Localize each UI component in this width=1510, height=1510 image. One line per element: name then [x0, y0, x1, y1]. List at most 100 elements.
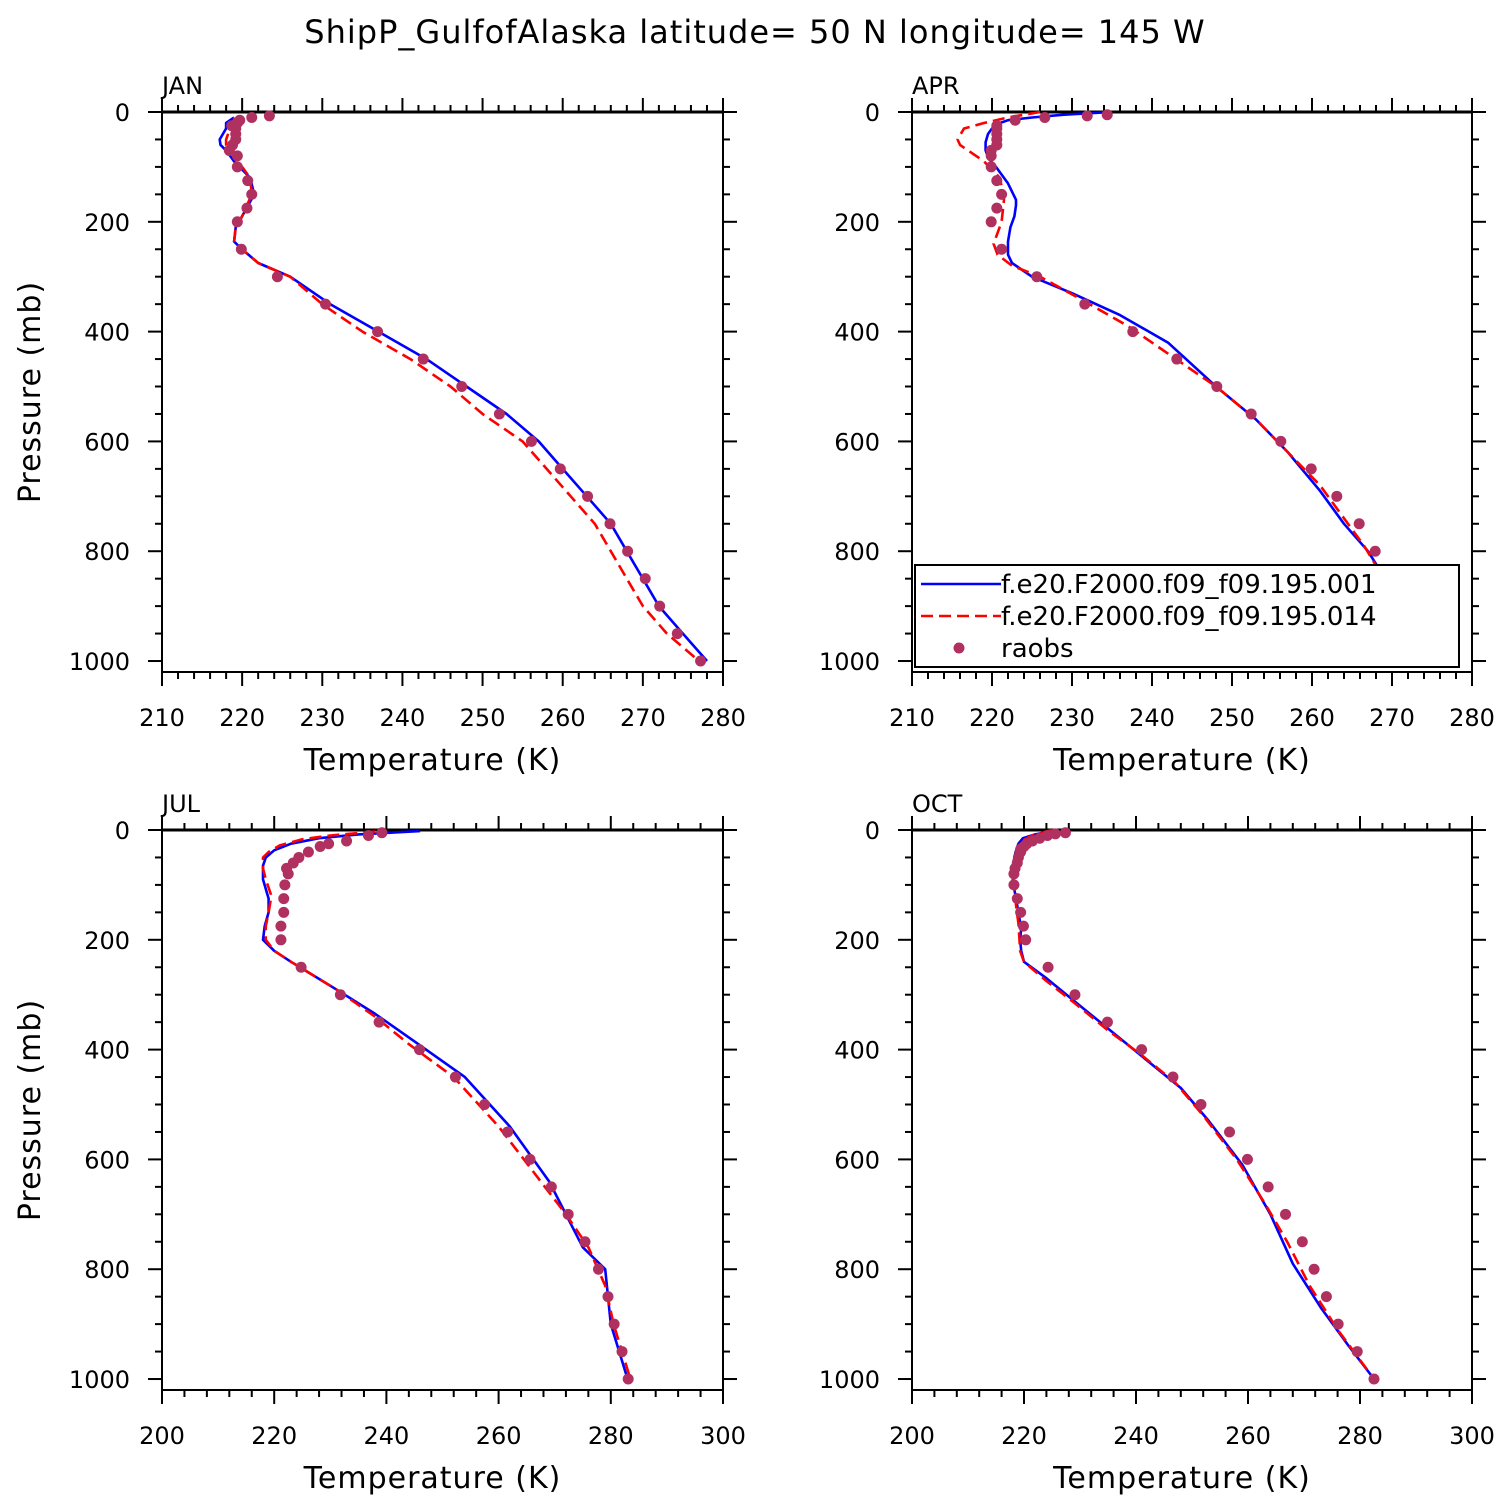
raobs-point — [479, 1099, 491, 1111]
y-tick-label: 600 — [84, 428, 130, 456]
x-tick-label: 240 — [1113, 1422, 1159, 1450]
y-tick-label: 800 — [84, 538, 130, 566]
series-line-2 — [956, 110, 1450, 662]
x-tick-label: 280 — [588, 1422, 634, 1450]
raobs-point — [278, 893, 290, 905]
raobs-point — [996, 188, 1008, 200]
raobs-point — [275, 920, 287, 932]
raobs-point — [525, 435, 537, 447]
series-line-2 — [1011, 828, 1376, 1380]
y-tick-label: 400 — [834, 1037, 880, 1065]
y-tick-label: 0 — [115, 817, 130, 845]
raobs-point — [362, 829, 374, 841]
raobs-point — [341, 835, 353, 847]
raobs-point — [231, 161, 243, 173]
y-tick-label: 800 — [834, 538, 880, 566]
raobs-point — [622, 1373, 634, 1385]
raobs-point — [991, 202, 1003, 214]
raobs-point — [373, 1016, 385, 1028]
raobs-point — [1308, 1263, 1320, 1275]
y-tick-label: 0 — [115, 99, 130, 127]
x-tick-label: 240 — [363, 1422, 409, 1450]
raobs-point — [554, 463, 566, 475]
raobs-point — [1017, 920, 1029, 932]
raobs-point — [545, 1181, 557, 1193]
raobs-point — [1296, 1236, 1308, 1248]
x-tick-label: 280 — [1337, 1422, 1383, 1450]
raobs-point — [295, 961, 307, 973]
y-tick-label: 400 — [84, 1037, 130, 1065]
raobs-point — [1008, 868, 1020, 880]
raobs-point — [1167, 1071, 1179, 1083]
raobs-point — [241, 202, 253, 214]
legend-label: raobs — [1001, 634, 1074, 664]
x-tick-label: 260 — [1225, 1422, 1271, 1450]
x-axis-title: Temperature (K) — [303, 743, 562, 778]
x-tick-label: 300 — [1449, 1422, 1495, 1450]
raobs-point — [1275, 435, 1287, 447]
raobs-point — [1127, 326, 1139, 338]
x-tick-label: 270 — [1369, 704, 1415, 732]
raobs-point — [278, 906, 290, 918]
raobs-point — [1031, 271, 1043, 283]
raobs-point — [275, 934, 287, 946]
raobs-point — [314, 840, 326, 852]
raobs-point — [1081, 110, 1093, 122]
x-tick-label: 230 — [1049, 704, 1095, 732]
legend-entry-solid: f.e20.F2000.f09_f09.195.001 — [921, 570, 1377, 600]
raobs-point — [242, 175, 254, 187]
x-tick-label: 270 — [620, 704, 666, 732]
raobs-point — [334, 989, 346, 1001]
raobs-point — [562, 1208, 574, 1220]
raobs-point — [271, 271, 283, 283]
raobs-point — [319, 298, 331, 310]
raobs-point — [671, 628, 683, 640]
panel-jul: JUL 200 220 240 260 280 300 0 200 400 600 800 1000 Te… — [13, 790, 746, 1496]
plot-frame — [911, 829, 1473, 1391]
panel-jan: JAN 210 220 230 240 250 260 270 280 0 200 400 600 800… — [13, 72, 746, 778]
raobs-point — [1195, 1099, 1207, 1111]
series-line-2 — [224, 117, 700, 662]
raobs-point — [622, 545, 634, 557]
x-tick-label: 220 — [1001, 1422, 1047, 1450]
raobs-point — [456, 381, 468, 393]
y-tick-label: 1000 — [69, 1366, 130, 1394]
raobs-point — [639, 573, 651, 585]
raobs-point — [1008, 879, 1020, 891]
raobs-point — [1245, 408, 1257, 420]
y-tick-label: 600 — [834, 1146, 880, 1174]
series-line-2 — [261, 830, 632, 1380]
raobs-point — [502, 1126, 514, 1138]
raobs-point — [579, 1236, 591, 1248]
raobs-point — [1320, 1291, 1332, 1303]
raobs-point — [279, 879, 291, 891]
raobs-point — [1368, 1373, 1380, 1385]
panels: JAN 210 220 230 240 250 260 270 280 0 200 400 600 800… — [13, 72, 1495, 1496]
figure-title: ShipP_GulfofAlaska latitude= 50 N longit… — [304, 13, 1205, 51]
x-tick-label: 280 — [1449, 704, 1495, 732]
raobs-point — [493, 408, 505, 420]
legend-dot-marker — [953, 642, 965, 654]
x-tick-label: 220 — [219, 704, 265, 732]
panel-label: OCT — [912, 790, 963, 818]
x-tick-label: 260 — [476, 1422, 522, 1450]
x-tick-label: 220 — [251, 1422, 297, 1450]
y-tick-label: 400 — [834, 319, 880, 347]
raobs-point — [1079, 298, 1091, 310]
x-tick-label: 220 — [969, 704, 1015, 732]
x-axis-title: Temperature (K) — [1052, 743, 1311, 778]
raobs-point — [323, 838, 335, 850]
raobs-point — [654, 600, 666, 612]
y-tick-label: 600 — [84, 1146, 130, 1174]
legend-box — [914, 564, 1460, 668]
raobs-point — [616, 1346, 628, 1358]
raobs-point — [376, 827, 388, 839]
y-tick-label: 200 — [84, 927, 130, 955]
series-line-1 — [261, 829, 629, 1380]
series-line-1 — [984, 110, 1450, 662]
x-tick-label: 280 — [700, 704, 746, 732]
raobs-point — [413, 1044, 425, 1056]
raobs-point — [582, 490, 594, 502]
raobs-point — [604, 518, 616, 530]
